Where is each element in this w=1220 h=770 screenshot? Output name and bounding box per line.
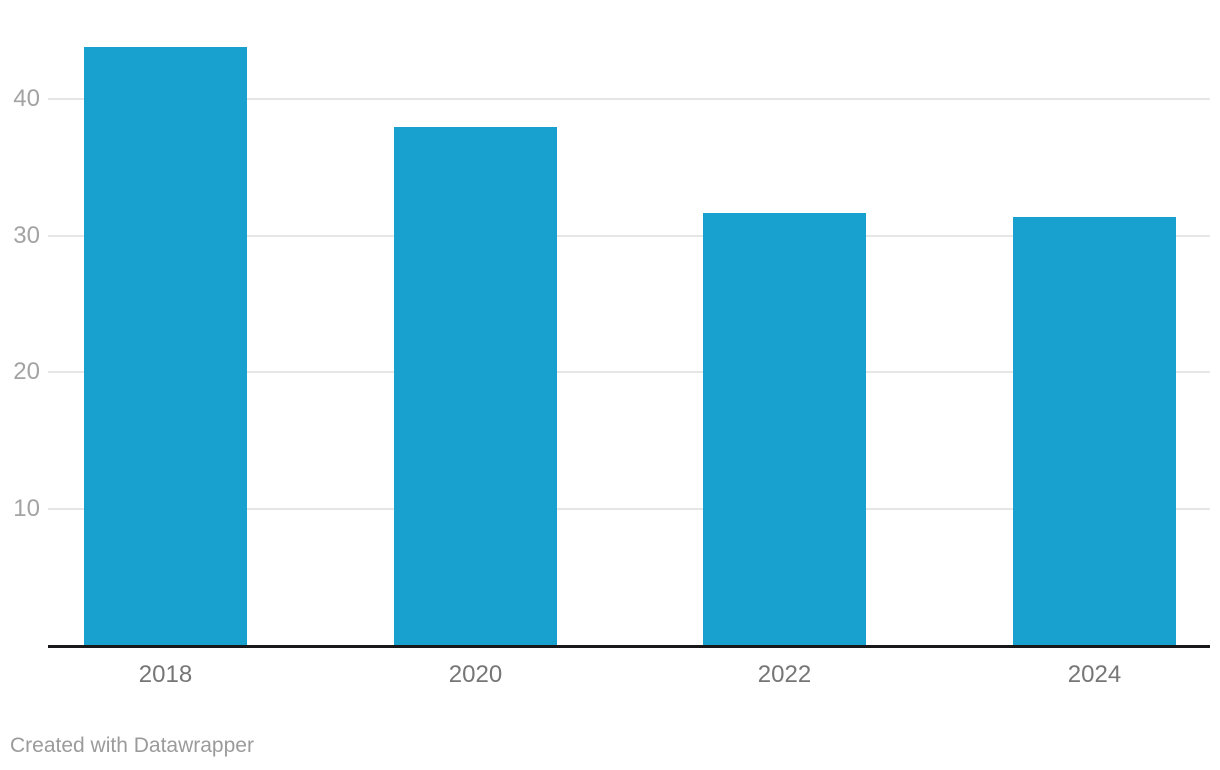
y-tick-label-40: 40 xyxy=(13,84,40,112)
gridline-30 xyxy=(48,234,1210,237)
y-tick-label-30: 30 xyxy=(13,221,40,249)
attribution: Created with Datawrapper xyxy=(10,733,254,758)
bar-2022[interactable] xyxy=(703,212,866,645)
x-tick-label-2020: 2020 xyxy=(448,661,503,688)
datawrapper-attribution-link[interactable]: Created with Datawrapper xyxy=(10,734,254,757)
bar-2024[interactable] xyxy=(1013,216,1176,645)
y-tick-label-20: 20 xyxy=(13,358,40,386)
x-tick-label-2018: 2018 xyxy=(138,661,193,688)
gridline-10 xyxy=(48,508,1210,511)
x-tick-label-2024: 2024 xyxy=(1067,661,1122,688)
gridline-40 xyxy=(48,97,1210,100)
bar-2018[interactable] xyxy=(84,47,247,645)
gridline-20 xyxy=(48,371,1210,374)
bar-chart-plot: 10 20 30 40 2018 2020 2022 2024 xyxy=(13,47,1210,688)
y-tick-label-10: 10 xyxy=(13,495,40,523)
x-axis-line xyxy=(48,645,1210,648)
x-tick-label-2022: 2022 xyxy=(757,661,812,688)
bar-2020[interactable] xyxy=(394,126,557,645)
